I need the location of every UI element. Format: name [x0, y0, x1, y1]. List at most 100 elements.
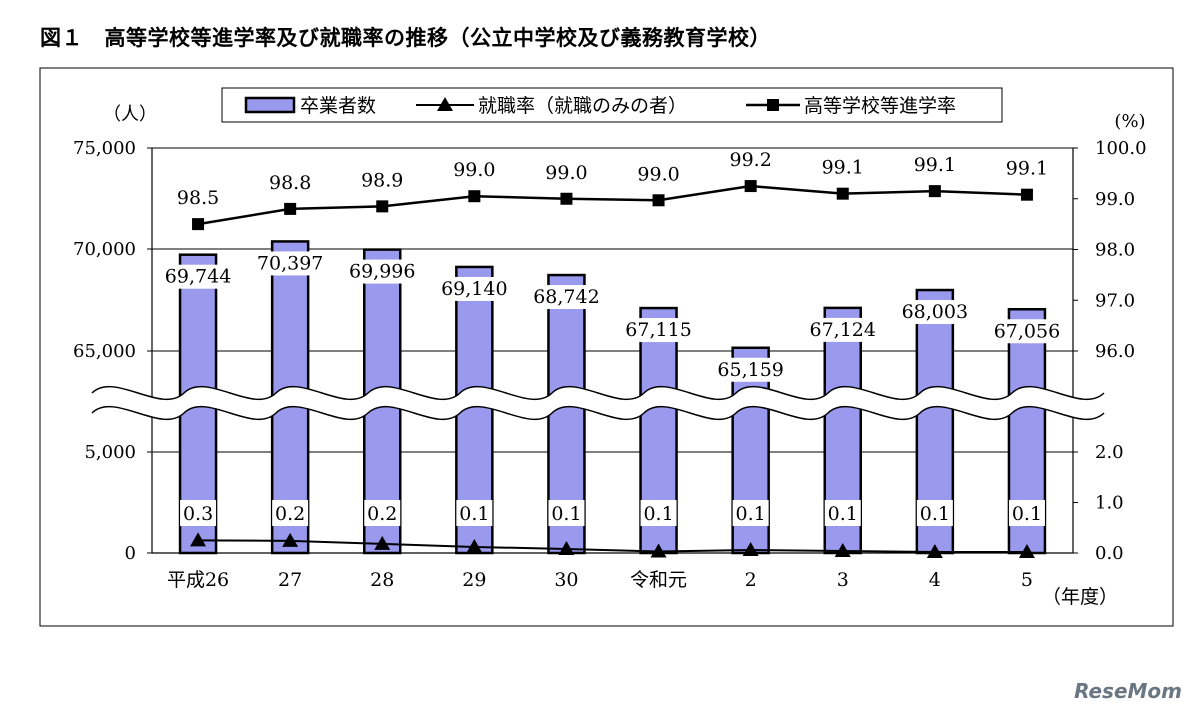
bar-label-bg: [802, 317, 883, 342]
advancement-value-label: 99.2: [729, 149, 771, 171]
right-axis-unit: (%): [1114, 111, 1145, 132]
advancement-value-label: 98.8: [269, 172, 311, 194]
bar-label-bg: [342, 259, 423, 284]
marker-square-advancement: [744, 180, 757, 193]
left-tick-label: 75,000: [73, 138, 136, 159]
marker-square-advancement: [652, 194, 665, 207]
bar-label-bg: [434, 276, 515, 301]
bar-label-bg: [250, 251, 331, 276]
bar-value-label: 65,159: [717, 359, 783, 381]
employment-value-label: 0.1: [920, 503, 950, 525]
marker-triangle-employment: [650, 543, 667, 558]
advancement-value-label: 99.1: [822, 157, 864, 179]
employment-value-label: 0.3: [183, 503, 213, 525]
axis-break-line-top: [91, 386, 1105, 400]
x-axis-unit: （年度）: [1042, 586, 1118, 608]
employment-label-bg: [1008, 500, 1045, 526]
employment-label-bg: [456, 500, 493, 526]
marker-triangle-employment: [190, 532, 207, 547]
advancement-value-label: 99.0: [453, 159, 495, 181]
left-tick-label: 70,000: [73, 239, 136, 260]
axis-break-band: [92, 386, 1104, 420]
category-label: 5: [1021, 569, 1033, 591]
bar-value-label: 69,744: [165, 266, 231, 288]
employment-label-bg: [364, 500, 401, 526]
advancement-value-label: 99.0: [637, 163, 679, 185]
category-label: 令和元: [630, 569, 687, 591]
category-label: 4: [929, 569, 941, 591]
figure-title: 図１ 高等学校等進学率及び就職率の推移（公立中学校及び義務教育学校）: [40, 26, 771, 50]
marker-triangle-employment: [926, 543, 943, 558]
right-tick-label: 99.0: [1095, 189, 1135, 210]
right-tick-label: 2.0: [1095, 442, 1124, 463]
employment-value-label: 0.1: [1012, 503, 1042, 525]
legend-marker-employment: [437, 97, 453, 111]
right-tick-label: 98.0: [1095, 240, 1135, 261]
marker-square-advancement: [1020, 188, 1033, 201]
category-label: 28: [370, 569, 394, 591]
series-line-employment: [198, 539, 1027, 553]
right-tick-label: 100.0: [1095, 138, 1147, 159]
employment-label-bg: [180, 500, 217, 526]
bar-label-bg: [894, 300, 975, 325]
marker-square-advancement: [468, 190, 481, 203]
legend-box: [221, 87, 1003, 123]
marker-square-advancement: [928, 185, 941, 198]
employment-value-label: 0.1: [551, 503, 581, 525]
category-label: 27: [278, 569, 302, 591]
bar-value-label: 67,115: [625, 319, 691, 341]
category-label: 29: [462, 569, 486, 591]
legend-marker-advancement: [767, 99, 779, 111]
marker-triangle-employment: [742, 541, 759, 556]
employment-value-label: 0.2: [367, 503, 397, 525]
left-tick-label: 5,000: [84, 442, 136, 463]
marker-triangle-employment: [558, 540, 575, 555]
axis-break-line-bottom: [91, 406, 1105, 420]
employment-value-label: 0.1: [459, 503, 489, 525]
marker-square-advancement: [376, 200, 389, 213]
bar-value-label: 69,140: [441, 278, 507, 300]
marker-triangle-employment: [466, 538, 483, 553]
left-axis-unit: （人）: [103, 104, 157, 125]
employment-value-label: 0.1: [643, 503, 673, 525]
bar-value-label: 70,397: [257, 252, 323, 274]
marker-triangle-employment: [282, 532, 299, 547]
bar-label-bg: [526, 285, 607, 310]
right-tick-label: 97.0: [1095, 290, 1135, 311]
bar-value-label: 68,003: [902, 301, 968, 323]
advancement-value-label: 99.1: [914, 154, 956, 176]
marker-triangle-employment: [834, 542, 851, 557]
bar-label-bg: [158, 264, 239, 289]
marker-square-advancement: [284, 202, 297, 215]
advancement-value-label: 98.9: [361, 169, 403, 191]
employment-label-bg: [824, 500, 861, 526]
right-tick-label: 96.0: [1095, 341, 1135, 362]
chart-frame: [39, 67, 1174, 627]
bar-label-bg: [986, 319, 1067, 344]
legend-label-advancement: 高等学校等進学率: [804, 95, 956, 117]
advancement-value-label: 98.5: [177, 187, 219, 209]
employment-label-bg: [272, 500, 309, 526]
right-tick-label: 0.0: [1095, 543, 1124, 564]
category-label: 2: [745, 569, 757, 591]
legend-label-employment: 就職率（就職のみの者）: [478, 95, 687, 117]
employment-label-bg: [640, 500, 677, 526]
marker-triangle-employment: [374, 535, 391, 550]
advancement-value-label: 99.0: [545, 162, 587, 184]
category-label: 平成26: [167, 569, 229, 591]
employment-value-label: 0.1: [736, 503, 766, 525]
employment-value-label: 0.2: [275, 503, 305, 525]
advancement-value-label: 99.1: [1006, 158, 1048, 180]
bar-value-label: 67,056: [994, 320, 1060, 342]
legend-swatch-graduates: [244, 96, 296, 114]
category-label: 3: [837, 569, 849, 591]
legend-label-graduates: 卒業者数: [300, 95, 376, 117]
watermark-logo: ReseMom: [1074, 679, 1182, 703]
bar-value-label: 69,996: [349, 261, 415, 283]
marker-square-advancement: [836, 187, 849, 200]
bar-label-bg: [618, 318, 699, 343]
category-label: 30: [554, 569, 578, 591]
left-tick-label: 0: [125, 543, 136, 564]
series-line-advancement: [197, 184, 1027, 226]
